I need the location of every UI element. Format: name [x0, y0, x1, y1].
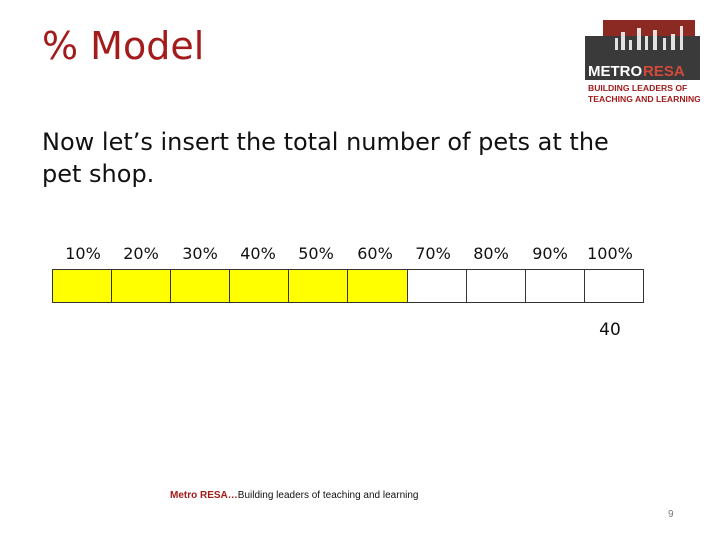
percent-labels: 10% 20% 30% 40% 50% 60% 70% 80% 90% 100%	[54, 244, 644, 268]
percent-label: 20%	[123, 244, 159, 263]
percent-bar-model	[52, 269, 644, 303]
bar-cell-empty	[466, 270, 526, 302]
percent-label: 100%	[587, 244, 633, 263]
bar-cell-filled	[171, 270, 231, 302]
percent-label: 30%	[182, 244, 218, 263]
percent-label: 70%	[415, 244, 451, 263]
footer-text: Building leaders of teaching and learnin…	[237, 490, 419, 501]
percent-label: 40%	[240, 244, 276, 263]
bar-cell-filled	[348, 270, 408, 302]
percent-label: 60%	[357, 244, 393, 263]
logo-resa: RESA	[643, 63, 685, 80]
bar-cell-filled	[230, 270, 290, 302]
percent-label: 10%	[65, 244, 101, 263]
slide-body-text: Now let’s insert the total number of pet…	[42, 128, 609, 188]
metro-resa-logo: METRO RESA BUILDING LEADERS OF TEACHING …	[585, 18, 700, 106]
logo-graphic: METRO RESA BUILDING LEADERS OF TEACHING …	[585, 20, 700, 104]
bar-cell-empty	[407, 270, 467, 302]
bar-cell-empty	[584, 270, 643, 302]
percent-label: 80%	[473, 244, 509, 263]
footer-brand: Metro RESA…	[170, 490, 238, 501]
logo-tagline-1: BUILDING LEADERS OF	[588, 83, 687, 93]
bar-cell-empty	[525, 270, 585, 302]
bar-cell-filled	[112, 270, 172, 302]
logo-tagline-2: TEACHING AND LEARNING	[588, 94, 700, 104]
total-value: 40	[599, 320, 621, 340]
percent-label: 90%	[532, 244, 568, 263]
bar-cell-filled	[53, 270, 113, 302]
footer: Metro RESA…Building leaders of teaching …	[170, 490, 418, 501]
percent-label: 50%	[298, 244, 334, 263]
page-number: 9	[668, 509, 674, 520]
logo-metro: METRO	[588, 63, 642, 80]
bar-cell-filled	[289, 270, 349, 302]
slide-title: % Model	[42, 24, 205, 68]
